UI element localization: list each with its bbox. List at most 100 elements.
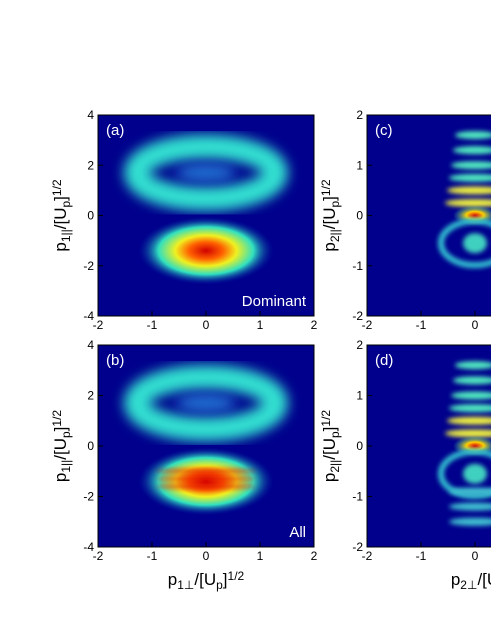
x-axis-label-part: ] bbox=[223, 570, 228, 589]
fringe-b bbox=[449, 487, 491, 496]
y-tick-label: -2 bbox=[83, 259, 94, 273]
y-axis-label-part: ] bbox=[320, 427, 339, 432]
y-tick-label: 0 bbox=[87, 439, 94, 453]
fringe bbox=[447, 186, 491, 195]
y-tick-label: 4 bbox=[87, 108, 94, 122]
y-tick-label: 2 bbox=[356, 108, 363, 122]
x-axis-label-part: 2⊥ bbox=[460, 578, 477, 592]
ring-c2 bbox=[463, 233, 487, 254]
x-axis-label-part: p bbox=[451, 570, 460, 589]
x-axis-label: p2⊥/[U bbox=[451, 570, 491, 592]
y-axis-label-part: 1|| bbox=[59, 229, 73, 242]
y-axis-label: p2||/[Up]1/2 bbox=[319, 410, 341, 483]
x-tick-label: -1 bbox=[147, 318, 158, 332]
x-axis-label-part: 1/2 bbox=[228, 569, 245, 583]
plot-area bbox=[98, 345, 314, 547]
x-tick-label: -2 bbox=[93, 549, 104, 563]
y-tick-label: 0 bbox=[356, 209, 363, 223]
ring bbox=[124, 134, 288, 211]
ring bbox=[124, 365, 288, 442]
fringe bbox=[449, 173, 491, 182]
x-tick-label: 0 bbox=[203, 318, 210, 332]
x-axis-label-part: p bbox=[216, 578, 223, 592]
x-axis-label-part: /[U bbox=[477, 570, 491, 589]
y-tick-label: 2 bbox=[87, 158, 94, 172]
plot-area bbox=[98, 115, 314, 316]
x-tick-label: 0 bbox=[472, 318, 479, 332]
y-tick-label: 2 bbox=[87, 389, 94, 403]
x-tick-label: 2 bbox=[311, 318, 318, 332]
plot-area bbox=[367, 345, 491, 547]
annotation: Dominant bbox=[242, 293, 307, 310]
y-axis-label-part: 1/2 bbox=[50, 179, 64, 196]
blob bbox=[138, 216, 274, 285]
y-axis-label: p2||/[Up]1/2 bbox=[319, 179, 341, 252]
x-axis-label-part: p bbox=[168, 570, 177, 589]
y-tick-label: -1 bbox=[352, 490, 363, 504]
y-tick-label: 0 bbox=[356, 439, 363, 453]
x-axis-label: p1⊥/[Up]1/2 bbox=[168, 569, 245, 591]
y-axis-label-part: p bbox=[51, 242, 70, 251]
y-tick-label: 2 bbox=[356, 338, 363, 352]
fringe bbox=[447, 416, 491, 425]
plot-area bbox=[367, 115, 491, 316]
y-axis-label-part: p bbox=[320, 242, 339, 251]
y-axis-label-part: ] bbox=[51, 196, 70, 201]
y-tick-label: 0 bbox=[87, 209, 94, 223]
x-tick-label: -2 bbox=[362, 318, 373, 332]
annotation: All bbox=[289, 524, 306, 541]
panel-label: (c) bbox=[375, 122, 393, 139]
panel-label: (d) bbox=[375, 352, 393, 369]
fringe bbox=[455, 131, 491, 140]
y-tick-label: 4 bbox=[87, 338, 94, 352]
ring-c2 bbox=[463, 463, 487, 484]
fringe bbox=[453, 376, 491, 385]
y-axis-label-part: ] bbox=[320, 196, 339, 201]
fringe bbox=[455, 361, 491, 370]
x-tick-label: 1 bbox=[257, 318, 264, 332]
fringe bbox=[449, 404, 491, 413]
y-axis-label-part: /[U bbox=[320, 207, 339, 229]
panel-label: (b) bbox=[106, 352, 124, 369]
y-axis-label-part: ] bbox=[51, 427, 70, 432]
y-tick-label: -2 bbox=[83, 490, 94, 504]
fringe bbox=[451, 391, 491, 400]
ring-c bbox=[438, 218, 491, 269]
y-axis-label-part: p bbox=[59, 200, 73, 207]
fringe bbox=[451, 161, 491, 170]
y-axis-label-part: /[U bbox=[51, 207, 70, 229]
x-tick-label: -1 bbox=[416, 549, 427, 563]
y-axis-label-part: /[U bbox=[51, 438, 70, 460]
ring-core bbox=[176, 163, 236, 182]
y-axis-label-part: p bbox=[51, 473, 70, 482]
y-axis-label-part: 1/2 bbox=[319, 410, 333, 427]
y-tick-label: -4 bbox=[83, 309, 94, 323]
y-axis-label-part: p bbox=[59, 431, 73, 438]
y-tick-label: 1 bbox=[356, 389, 363, 403]
x-tick-label: 1 bbox=[257, 549, 264, 563]
x-tick-label: 0 bbox=[472, 549, 479, 563]
panel-label: (a) bbox=[106, 122, 124, 139]
y-axis-label-part: /[U bbox=[320, 438, 339, 460]
x-tick-label: 2 bbox=[311, 549, 318, 563]
y-axis-label-part: 1|| bbox=[59, 460, 73, 473]
y-axis-label: p1||/[Up]1/2 bbox=[50, 179, 72, 252]
x-tick-label: -1 bbox=[416, 318, 427, 332]
ring-core bbox=[176, 394, 236, 413]
y-tick-label: -2 bbox=[352, 309, 363, 323]
y-axis-label-part: 2|| bbox=[328, 460, 342, 473]
stripe bbox=[156, 483, 256, 490]
y-axis-label-part: p bbox=[328, 200, 342, 207]
y-tick-label: -2 bbox=[352, 540, 363, 554]
ring-c bbox=[438, 448, 491, 499]
stripe bbox=[156, 468, 256, 475]
x-tick-label: -2 bbox=[362, 549, 373, 563]
x-tick-label: -1 bbox=[147, 549, 158, 563]
fringe-b bbox=[449, 502, 491, 511]
y-tick-label: -1 bbox=[352, 259, 363, 273]
x-axis-label-part: /[U bbox=[194, 570, 216, 589]
x-tick-label: 0 bbox=[203, 549, 210, 563]
y-tick-label: -4 bbox=[83, 540, 94, 554]
y-axis-label-part: p bbox=[328, 431, 342, 438]
